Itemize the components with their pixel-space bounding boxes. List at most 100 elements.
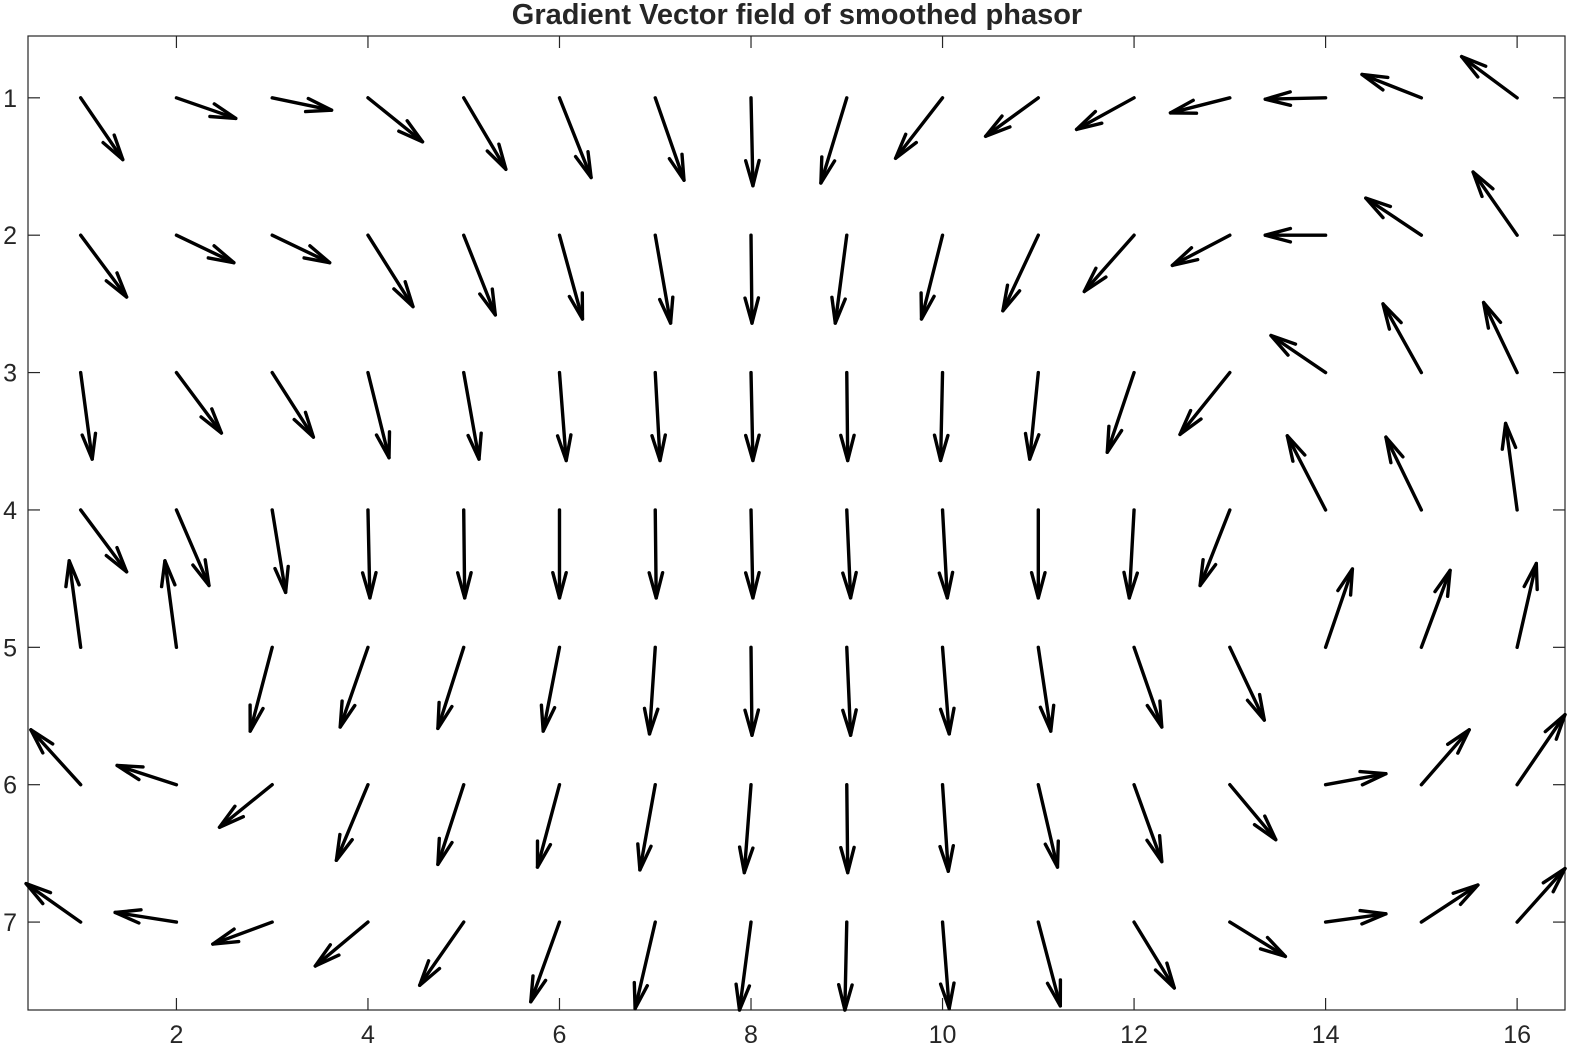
x-tick-label: 2	[169, 1021, 183, 1049]
vector-arrow	[1228, 645, 1267, 722]
vector-arrow	[1132, 920, 1177, 990]
vector-arrow	[1285, 434, 1328, 512]
vector-arrow	[334, 783, 370, 862]
vector-arrow	[841, 645, 858, 737]
vector-arrow	[938, 783, 955, 873]
y-tick-label: 6	[3, 772, 17, 800]
chart-title: Gradient Vector field of smoothed phasor	[512, 0, 1082, 31]
vector-arrow	[174, 370, 224, 435]
vector-arrow	[1228, 920, 1288, 959]
vector-arrow	[653, 233, 675, 325]
vector-arrow	[78, 96, 125, 162]
vector-arrow	[436, 783, 466, 867]
vector-arrow	[462, 233, 498, 317]
vector-arrow	[1323, 908, 1388, 926]
vector-arrow	[535, 783, 562, 869]
vector-arrow	[555, 370, 573, 463]
vector-arrow	[1082, 233, 1136, 294]
vector-arrow	[64, 559, 83, 650]
vector-arrow	[366, 96, 425, 144]
y-tick-label: 4	[3, 497, 17, 525]
vector-arrow	[159, 559, 179, 650]
vector-arrow	[744, 96, 761, 188]
vector-arrow	[1381, 302, 1424, 375]
vector-arrow	[174, 508, 211, 588]
y-tick-label: 5	[3, 634, 17, 662]
vector-arrow	[1105, 370, 1136, 454]
vector-arrow	[557, 96, 593, 180]
vector-arrow	[1001, 233, 1041, 313]
vector-arrow	[1419, 883, 1480, 924]
vector-arrow	[1515, 712, 1567, 787]
x-tick-label: 8	[744, 1021, 758, 1049]
vector-arrow	[1471, 170, 1519, 237]
vector-arrow	[938, 920, 956, 1011]
vector-arrow	[642, 645, 660, 736]
vector-arrow	[983, 96, 1041, 139]
vector-arrow	[1178, 370, 1232, 437]
vector-arrow	[1364, 196, 1424, 237]
vector-arrow	[632, 920, 657, 1011]
vector-arrow	[78, 370, 98, 461]
vector-arrow	[1074, 96, 1136, 132]
vector-arrow	[417, 920, 466, 987]
vector-arrow	[1036, 645, 1056, 733]
vector-arrow	[839, 783, 856, 875]
vector-arrow	[1384, 435, 1424, 512]
vector-arrow	[1419, 728, 1471, 787]
vector-arrow	[1198, 508, 1232, 588]
vector-arrow	[830, 233, 849, 325]
vector-arrow	[270, 508, 290, 595]
x-tick-label: 10	[929, 1021, 957, 1049]
x-tick-label: 14	[1312, 1021, 1340, 1049]
vector-arrow	[29, 728, 83, 787]
vector-arrow	[462, 96, 508, 172]
vector-arrow	[636, 783, 657, 872]
vector-arrow	[462, 370, 483, 461]
x-tick-label: 6	[553, 1021, 567, 1049]
vector-arrow	[744, 370, 761, 463]
vector-arrow	[539, 645, 562, 733]
vector-arrow	[1168, 96, 1232, 115]
vector-arrow	[338, 645, 370, 729]
vector-arrow	[551, 508, 568, 600]
vector-arrow	[270, 233, 332, 265]
x-tick-label: 4	[361, 1021, 375, 1049]
vector-arrow	[841, 508, 858, 600]
vector-arrow	[744, 508, 761, 600]
vector-arrow	[217, 783, 274, 829]
vector-arrow	[360, 508, 378, 600]
y-tick-label: 3	[3, 360, 17, 388]
vector-arrow	[436, 645, 466, 731]
vector-arrow	[24, 881, 83, 924]
vector-arrow	[1323, 769, 1388, 787]
x-tick-label: 16	[1503, 1021, 1531, 1049]
vector-arrow	[743, 233, 761, 325]
vector-arrow	[819, 96, 849, 185]
vector-arrow	[313, 920, 370, 968]
vector-arrow	[270, 96, 334, 114]
vector-arrow	[456, 508, 473, 600]
vector-arrow	[919, 233, 945, 321]
vector-arrow	[557, 233, 585, 321]
vector-arrow	[743, 645, 761, 737]
vector-arrow	[737, 783, 755, 875]
vector-arrow	[1029, 508, 1047, 600]
vector-arrow	[1263, 226, 1328, 244]
vector-arrow	[1419, 568, 1452, 650]
vector-arrow	[938, 645, 956, 736]
vector-arrow	[113, 908, 179, 925]
plot-area-frame	[27, 35, 1566, 1011]
vector-arrow	[893, 96, 945, 161]
vector-arrow	[839, 370, 856, 463]
vector-arrow	[78, 233, 129, 299]
vector-arrow	[1132, 783, 1164, 864]
vector-arrow	[650, 370, 667, 463]
vector-arrow	[366, 370, 392, 460]
vector-arrow	[1170, 233, 1232, 268]
vector-arrow	[1323, 567, 1355, 650]
vector-arrow	[529, 920, 562, 1004]
vector-arrow	[1500, 421, 1519, 512]
